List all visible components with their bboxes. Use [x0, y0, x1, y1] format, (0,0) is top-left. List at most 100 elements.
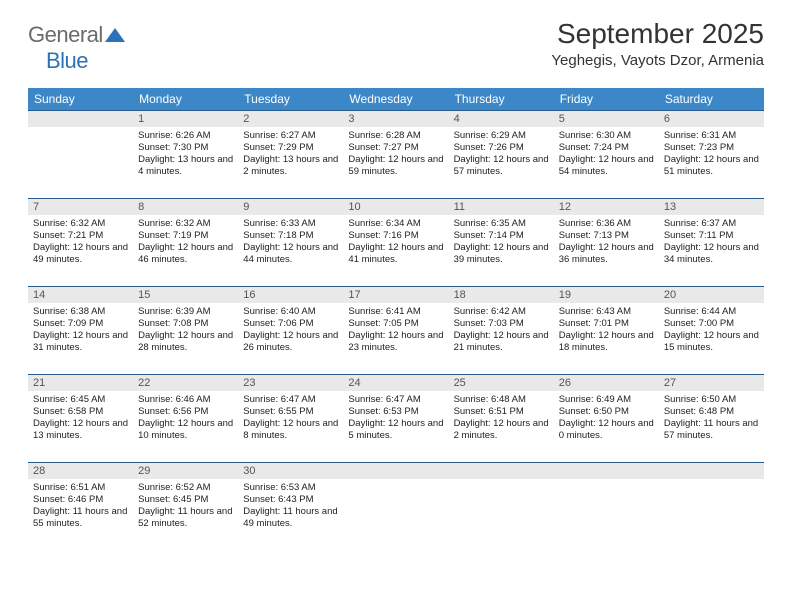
calendar-cell: 13Sunrise: 6:37 AMSunset: 7:11 PMDayligh… [659, 199, 764, 287]
day-details: Sunrise: 6:47 AMSunset: 6:53 PMDaylight:… [343, 391, 448, 444]
calendar-row: 21Sunrise: 6:45 AMSunset: 6:58 PMDayligh… [28, 375, 764, 463]
day-number: 24 [343, 375, 448, 391]
day-number: 15 [133, 287, 238, 303]
calendar-cell: 20 Sunrise: 6:44 AMSunset: 7:00 PMDayligh… [659, 287, 764, 375]
weekday-header: Thursday [449, 88, 554, 111]
calendar-cell: 27Sunrise: 6:50 AMSunset: 6:48 PMDayligh… [659, 375, 764, 463]
day-details: Sunrise: 6:32 AMSunset: 7:21 PMDaylight:… [28, 215, 133, 268]
day-number-empty [659, 463, 764, 479]
logo-text-general: General [28, 22, 103, 47]
day-number: 9 [238, 199, 343, 215]
day-number: 11 [449, 199, 554, 215]
sunrise-line: Sunrise: 6:48 AM [454, 394, 549, 406]
daylight-line: Daylight: 11 hours and 57 minutes. [664, 418, 759, 442]
day-number: 26 [554, 375, 659, 391]
sunset-line: Sunset: 6:48 PM [664, 406, 759, 418]
sunset-line: Sunset: 7:05 PM [348, 318, 443, 330]
logo: General Blue [28, 18, 125, 74]
calendar-cell-empty [554, 463, 659, 551]
calendar-cell: 29Sunrise: 6:52 AMSunset: 6:45 PMDayligh… [133, 463, 238, 551]
calendar-cell: 14Sunrise: 6:38 AMSunset: 7:09 PMDayligh… [28, 287, 133, 375]
day-details: Sunrise: 6:42 AMSunset: 7:03 PMDaylight:… [449, 303, 554, 356]
day-details: Sunrise: 6:38 AMSunset: 7:09 PMDaylight:… [28, 303, 133, 356]
sunset-line: Sunset: 7:00 PM [664, 318, 759, 330]
daylight-line: Daylight: 12 hours and 59 minutes. [348, 154, 443, 178]
day-number: 6 [659, 111, 764, 127]
calendar-cell: 21Sunrise: 6:45 AMSunset: 6:58 PMDayligh… [28, 375, 133, 463]
calendar-cell: 6 Sunrise: 6:31 AMSunset: 7:23 PMDaylight… [659, 111, 764, 199]
day-details: Sunrise: 6:30 AMSunset: 7:24 PMDaylight:… [554, 127, 659, 180]
sunset-line: Sunset: 7:18 PM [243, 230, 338, 242]
sunrise-line: Sunrise: 6:44 AM [664, 306, 759, 318]
month-title: September 2025 [551, 18, 764, 50]
location-text: Yeghegis, Vayots Dzor, Armenia [551, 52, 764, 69]
daylight-line: Daylight: 12 hours and 31 minutes. [33, 330, 128, 354]
sunrise-line: Sunrise: 6:35 AM [454, 218, 549, 230]
day-number: 14 [28, 287, 133, 303]
weekday-header-row: SundayMondayTuesdayWednesdayThursdayFrid… [28, 88, 764, 111]
sunset-line: Sunset: 6:46 PM [33, 494, 128, 506]
calendar-cell-empty [449, 463, 554, 551]
calendar-table: SundayMondayTuesdayWednesdayThursdayFrid… [28, 88, 764, 551]
day-details: Sunrise: 6:33 AMSunset: 7:18 PMDaylight:… [238, 215, 343, 268]
day-details: Sunrise: 6:50 AMSunset: 6:48 PMDaylight:… [659, 391, 764, 444]
daylight-line: Daylight: 12 hours and 21 minutes. [454, 330, 549, 354]
day-number: 19 [554, 287, 659, 303]
day-number: 28 [28, 463, 133, 479]
calendar-cell: 15Sunrise: 6:39 AMSunset: 7:08 PMDayligh… [133, 287, 238, 375]
sunset-line: Sunset: 6:43 PM [243, 494, 338, 506]
sunset-line: Sunset: 7:13 PM [559, 230, 654, 242]
daylight-line: Daylight: 12 hours and 26 minutes. [243, 330, 338, 354]
sunrise-line: Sunrise: 6:30 AM [559, 130, 654, 142]
day-details: Sunrise: 6:46 AMSunset: 6:56 PMDaylight:… [133, 391, 238, 444]
calendar-cell: 26Sunrise: 6:49 AMSunset: 6:50 PMDayligh… [554, 375, 659, 463]
day-number: 16 [238, 287, 343, 303]
sunset-line: Sunset: 7:06 PM [243, 318, 338, 330]
calendar-cell: 23Sunrise: 6:47 AMSunset: 6:55 PMDayligh… [238, 375, 343, 463]
day-number: 8 [133, 199, 238, 215]
sunset-line: Sunset: 7:19 PM [138, 230, 233, 242]
calendar-cell-empty [659, 463, 764, 551]
sunrise-line: Sunrise: 6:40 AM [243, 306, 338, 318]
calendar-cell: 5Sunrise: 6:30 AMSunset: 7:24 PMDaylight… [554, 111, 659, 199]
day-number: 30 [238, 463, 343, 479]
calendar-page: General Blue September 2025 Yeghegis, Va… [0, 0, 792, 561]
daylight-line: Daylight: 11 hours and 52 minutes. [138, 506, 233, 530]
day-number: 23 [238, 375, 343, 391]
sunrise-line: Sunrise: 6:28 AM [348, 130, 443, 142]
sunrise-line: Sunrise: 6:31 AM [664, 130, 759, 142]
day-details: Sunrise: 6:40 AMSunset: 7:06 PMDaylight:… [238, 303, 343, 356]
daylight-line: Daylight: 12 hours and 51 minutes. [664, 154, 759, 178]
sunset-line: Sunset: 6:50 PM [559, 406, 654, 418]
daylight-line: Daylight: 12 hours and 28 minutes. [138, 330, 233, 354]
day-number: 5 [554, 111, 659, 127]
calendar-cell: 22Sunrise: 6:46 AMSunset: 6:56 PMDayligh… [133, 375, 238, 463]
sunrise-line: Sunrise: 6:39 AM [138, 306, 233, 318]
sunrise-line: Sunrise: 6:32 AM [138, 218, 233, 230]
sunset-line: Sunset: 7:01 PM [559, 318, 654, 330]
daylight-line: Daylight: 12 hours and 36 minutes. [559, 242, 654, 266]
day-number: 20 [659, 287, 764, 303]
weekday-header: Friday [554, 88, 659, 111]
sunset-line: Sunset: 7:24 PM [559, 142, 654, 154]
calendar-cell: 30Sunrise: 6:53 AMSunset: 6:43 PMDayligh… [238, 463, 343, 551]
sunset-line: Sunset: 7:23 PM [664, 142, 759, 154]
daylight-line: Daylight: 12 hours and 41 minutes. [348, 242, 443, 266]
day-details: Sunrise: 6:28 AMSunset: 7:27 PMDaylight:… [343, 127, 448, 180]
daylight-line: Daylight: 12 hours and 44 minutes. [243, 242, 338, 266]
daylight-line: Daylight: 12 hours and 15 minutes. [664, 330, 759, 354]
calendar-cell-empty [343, 463, 448, 551]
sunset-line: Sunset: 7:21 PM [33, 230, 128, 242]
calendar-row: 1Sunrise: 6:26 AMSunset: 7:30 PMDaylight… [28, 111, 764, 199]
daylight-line: Daylight: 12 hours and 39 minutes. [454, 242, 549, 266]
day-details: Sunrise: 6:34 AMSunset: 7:16 PMDaylight:… [343, 215, 448, 268]
calendar-cell: 25Sunrise: 6:48 AMSunset: 6:51 PMDayligh… [449, 375, 554, 463]
sunrise-line: Sunrise: 6:52 AM [138, 482, 233, 494]
sunrise-line: Sunrise: 6:34 AM [348, 218, 443, 230]
sunset-line: Sunset: 6:51 PM [454, 406, 549, 418]
calendar-cell: 9Sunrise: 6:33 AMSunset: 7:18 PMDaylight… [238, 199, 343, 287]
daylight-line: Daylight: 12 hours and 57 minutes. [454, 154, 549, 178]
calendar-cell: 12Sunrise: 6:36 AMSunset: 7:13 PMDayligh… [554, 199, 659, 287]
logo-triangle-icon [105, 28, 125, 47]
calendar-cell: 24Sunrise: 6:47 AMSunset: 6:53 PMDayligh… [343, 375, 448, 463]
